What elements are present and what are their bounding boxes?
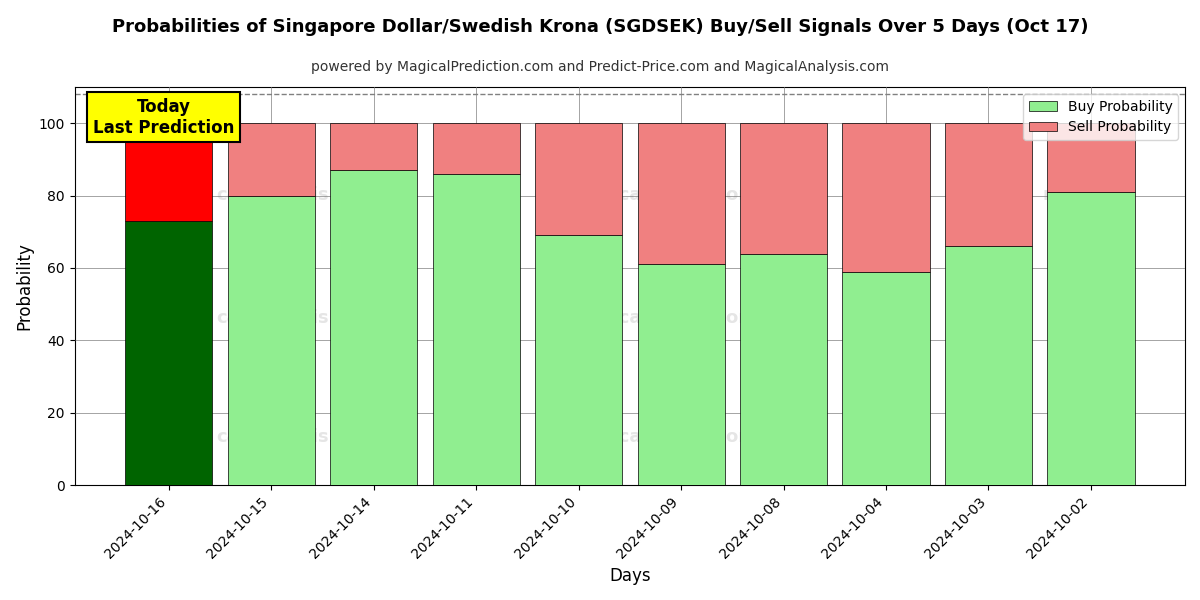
X-axis label: Days: Days <box>610 567 650 585</box>
Bar <box>330 123 418 170</box>
Bar <box>944 123 1032 246</box>
Bar <box>432 123 520 174</box>
Bar <box>842 272 930 485</box>
Bar <box>125 123 212 221</box>
Text: MagicalPrediction.com: MagicalPrediction.com <box>570 309 800 327</box>
Bar <box>944 246 1032 485</box>
Bar <box>637 123 725 265</box>
Text: calAnalysis.com: calAnalysis.com <box>216 428 377 446</box>
Bar <box>432 174 520 485</box>
Bar <box>740 123 827 254</box>
Bar <box>740 254 827 485</box>
Bar <box>842 123 930 272</box>
Bar <box>125 221 212 485</box>
Bar <box>1048 123 1134 192</box>
Bar <box>637 265 725 485</box>
Text: Probabilities of Singapore Dollar/Swedish Krona (SGDSEK) Buy/Sell Signals Over 5: Probabilities of Singapore Dollar/Swedis… <box>112 18 1088 36</box>
Y-axis label: Probability: Probability <box>16 242 34 330</box>
Text: calAnalysis.com: calAnalysis.com <box>216 309 377 327</box>
Bar <box>228 123 314 196</box>
Text: m: m <box>1043 185 1061 203</box>
Text: MagicalPrediction.com: MagicalPrediction.com <box>570 185 800 203</box>
Bar <box>535 235 622 485</box>
Bar <box>330 170 418 485</box>
Bar <box>535 123 622 235</box>
Legend: Buy Probability, Sell Probability: Buy Probability, Sell Probability <box>1024 94 1178 140</box>
Text: Today
Last Prediction: Today Last Prediction <box>92 98 234 137</box>
Text: calAnalysis.com: calAnalysis.com <box>216 185 377 203</box>
Text: MagicalPrediction.com: MagicalPrediction.com <box>570 428 800 446</box>
Bar <box>1048 192 1134 485</box>
Text: powered by MagicalPrediction.com and Predict-Price.com and MagicalAnalysis.com: powered by MagicalPrediction.com and Pre… <box>311 60 889 74</box>
Bar <box>228 196 314 485</box>
